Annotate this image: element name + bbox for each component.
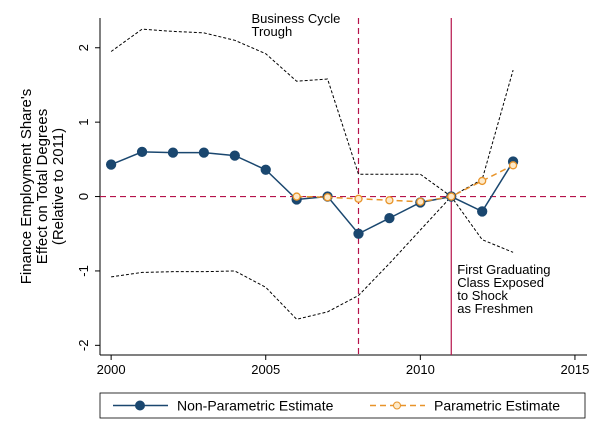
data-point [477, 206, 488, 217]
data-point [260, 164, 271, 175]
legend-marker [135, 400, 145, 411]
data-point [105, 159, 117, 170]
data-point [385, 196, 394, 205]
legend-marker [393, 401, 401, 410]
data-point [384, 212, 395, 224]
x-tick-label: 2005 [251, 362, 280, 377]
data-point [198, 147, 210, 158]
y-axis-title-line: (Relative to 2011) [50, 128, 67, 245]
annotation: Trough [251, 24, 292, 39]
data-point [229, 150, 240, 161]
x-tick-label: 2010 [406, 362, 435, 377]
y-tick-label: 1 [76, 119, 91, 126]
legend-box [99, 392, 586, 419]
annotation: First Graduating [457, 262, 550, 277]
y-tick-label: 0 [76, 193, 91, 200]
y-tick-label: 2 [76, 44, 91, 51]
y-tick-label: -2 [76, 340, 91, 352]
confidence-bound [111, 195, 514, 320]
y-axis-title-line: Effect on Total Degrees [34, 109, 51, 264]
data-point [167, 147, 179, 158]
data-point [353, 228, 364, 239]
legend-label: Non-Parametric Estimate [177, 398, 334, 414]
x-tick-label: 2000 [97, 362, 126, 377]
legend-label: Parametric Estimate [434, 398, 560, 414]
annotation: to Shock [457, 288, 508, 303]
annotation: as Freshmen [457, 301, 533, 316]
series-line [110, 151, 514, 235]
data-point [478, 176, 487, 186]
data-point [416, 197, 425, 206]
x-tick-label: 2015 [560, 362, 589, 377]
y-tick-label: -1 [76, 265, 91, 277]
data-point [508, 161, 518, 170]
y-axis-title-line: Finance Employment Share's [18, 89, 35, 284]
data-point [447, 192, 456, 201]
annotation: Business Cycle [251, 11, 340, 26]
data-point [292, 192, 301, 201]
annotation: Class Exposed [457, 275, 544, 290]
data-point [136, 146, 148, 158]
confidence-bound [110, 28, 514, 198]
series-line [296, 164, 514, 203]
data-point [323, 193, 332, 202]
data-point [354, 194, 363, 203]
